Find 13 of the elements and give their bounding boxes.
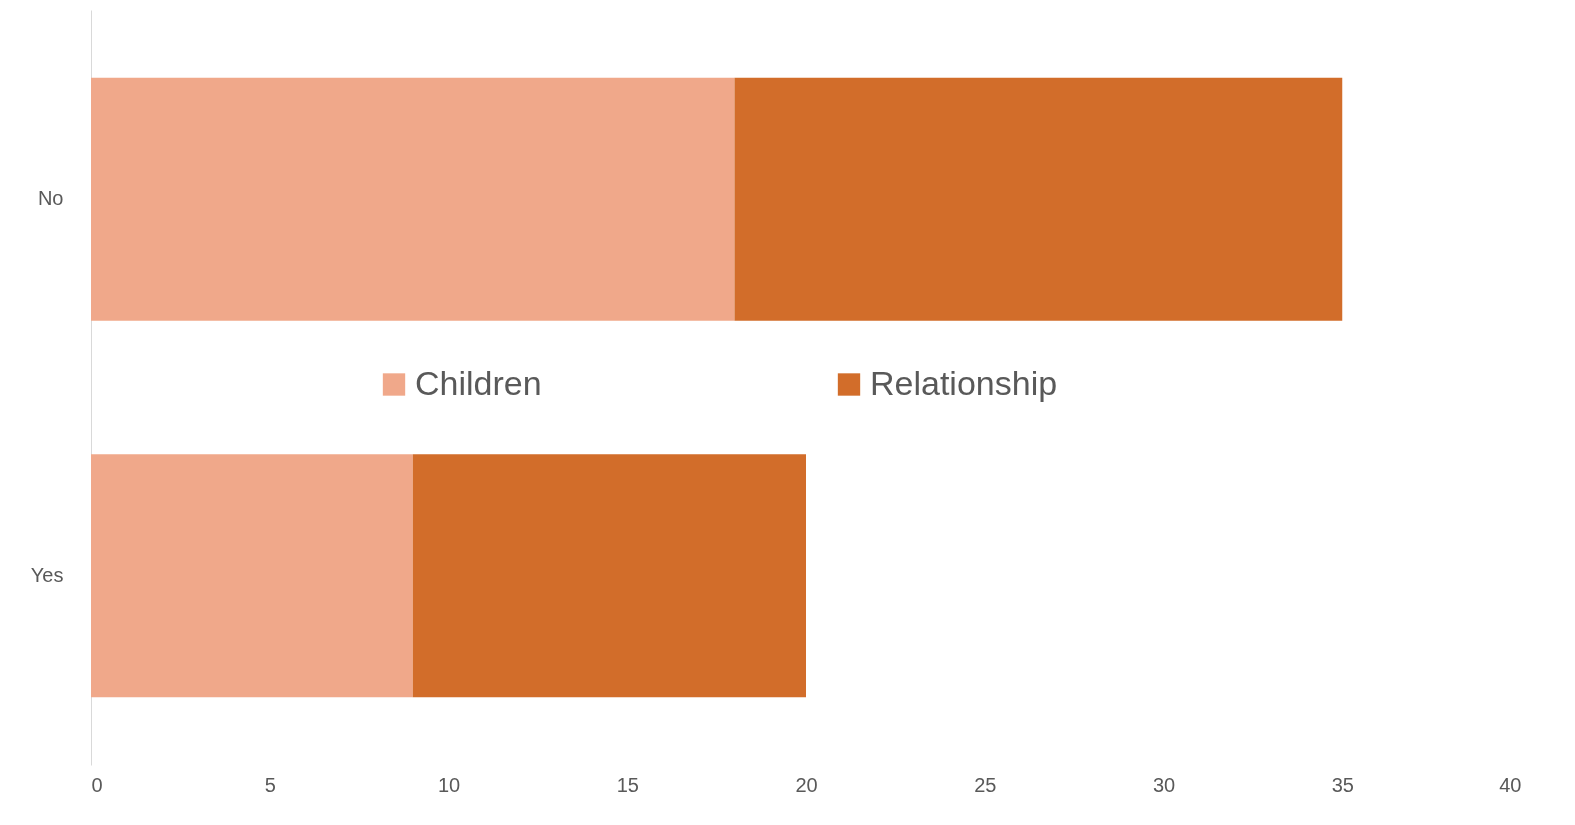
y-tick-label: No	[37, 187, 64, 210]
x-tick-label: 20	[795, 773, 818, 796]
x-tick-label: 10	[437, 773, 461, 796]
x-tick-label: 35	[1331, 773, 1354, 796]
y-tick-label: Yes	[30, 563, 64, 586]
legend-label: Children	[415, 363, 542, 402]
x-tick-label: 30	[1152, 773, 1176, 796]
x-tick-label: 0	[91, 773, 103, 796]
x-tick-label: 15	[616, 773, 639, 796]
x-tick-label: 40	[1499, 773, 1522, 796]
x-tick-label: 5	[264, 773, 276, 796]
x-tick-label: 25	[974, 773, 997, 796]
legend-label: Relationship	[870, 363, 1058, 402]
